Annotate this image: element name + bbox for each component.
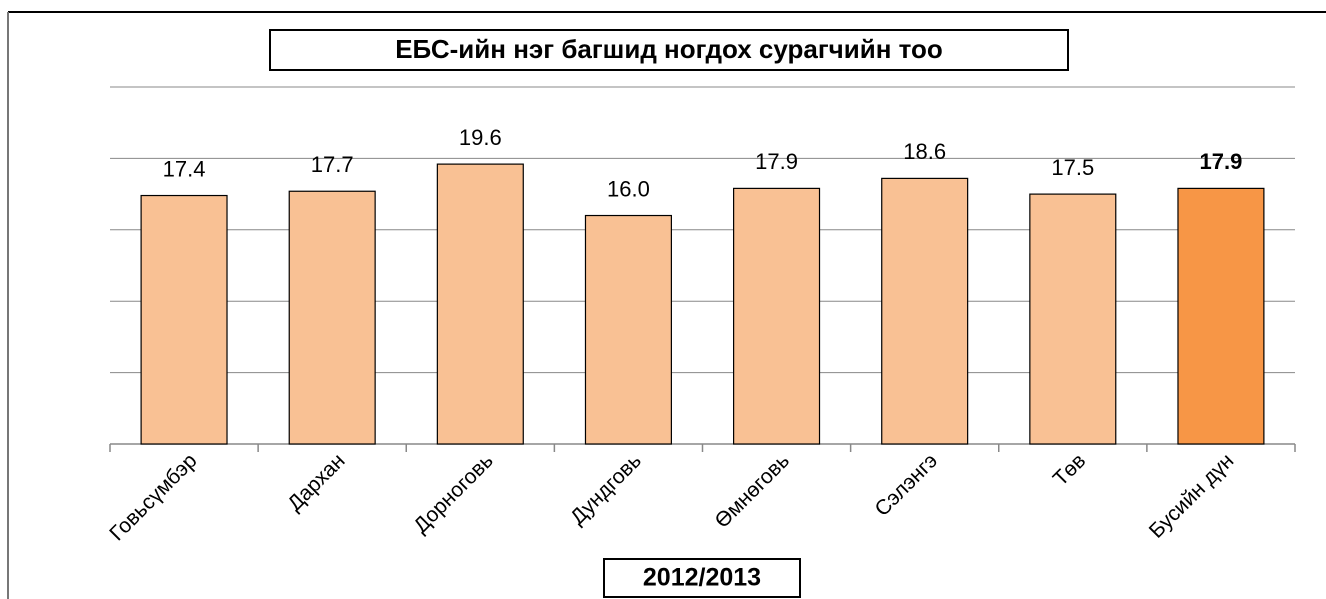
x-tick-label: Говьсүмбэр xyxy=(105,449,201,545)
x-tick-label: Өмнөговь xyxy=(711,449,794,532)
value-label: 17.9 xyxy=(755,149,798,174)
x-tick-label: Сэлэнгэ xyxy=(870,449,942,521)
x-tick-label: Төв xyxy=(1049,449,1090,490)
x-tick-label: Бусийн дүн xyxy=(1145,449,1239,543)
value-label: 17.9 xyxy=(1200,149,1243,174)
value-label: 18.6 xyxy=(903,139,946,164)
subtitle: 2012/2013 xyxy=(643,564,761,592)
value-label: 17.7 xyxy=(311,152,354,177)
x-tick-label: Дундговь xyxy=(566,449,646,529)
subtitle-box xyxy=(603,558,801,598)
bar xyxy=(1177,187,1265,445)
title-box xyxy=(269,29,1069,71)
bar xyxy=(733,187,821,445)
value-label: 17.4 xyxy=(163,156,206,181)
bar xyxy=(436,163,524,445)
value-label: 16.0 xyxy=(607,176,650,201)
x-tick-label: Дархан xyxy=(283,449,349,515)
value-label: 19.6 xyxy=(459,125,502,150)
bar xyxy=(1029,193,1117,445)
bar xyxy=(140,194,228,445)
x-tick-label: Дорноговь xyxy=(409,449,497,537)
chart-title: ЕБС-ийн нэг багшид ногдох сурагчийн тоо xyxy=(395,34,943,64)
bar xyxy=(288,190,376,445)
bar xyxy=(881,177,969,445)
bar xyxy=(584,214,672,445)
value-label: 17.5 xyxy=(1051,155,1094,180)
